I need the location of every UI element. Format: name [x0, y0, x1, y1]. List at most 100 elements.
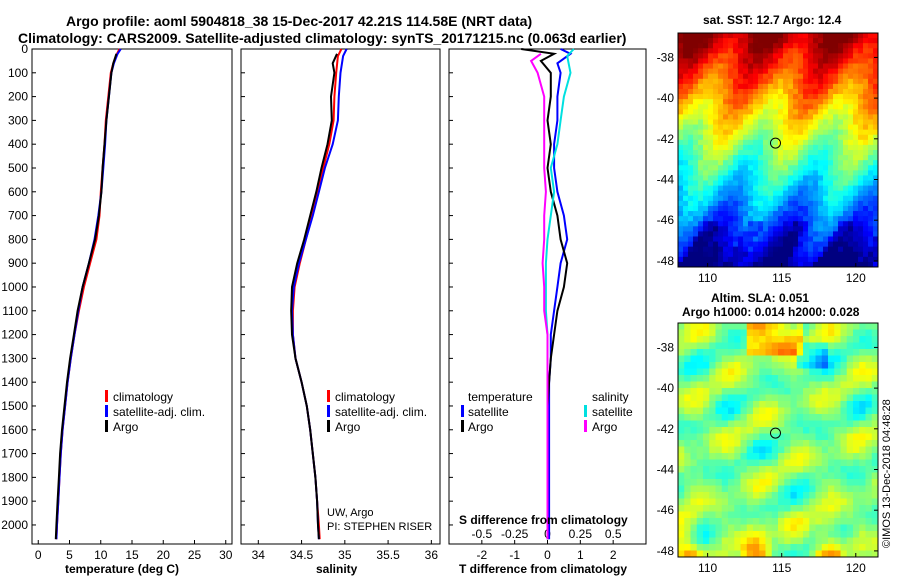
sst-cell [848, 104, 854, 110]
sla-cell [828, 505, 835, 512]
sla-cell [696, 401, 704, 408]
temperature-axis-label: temperature (deg C) [65, 562, 179, 576]
sst-cell [803, 205, 809, 212]
legend-title-salinity: salinity [592, 390, 629, 404]
sst-cell [763, 216, 769, 222]
sst-cell [693, 109, 699, 115]
sla-cell [765, 362, 773, 369]
sst-cell [698, 246, 704, 253]
sla-cell [803, 401, 810, 408]
sst-cell [713, 129, 719, 136]
sst-cell [688, 99, 694, 105]
sst-cell [718, 114, 724, 120]
sla-cell [703, 420, 710, 428]
sst-cell [783, 53, 789, 59]
sst-cell [678, 216, 684, 222]
sst-cell [678, 211, 684, 217]
sla-cell [765, 427, 773, 434]
sla-cell [859, 511, 866, 519]
sla-cell [871, 349, 879, 356]
sst-cell [688, 246, 694, 253]
sst-cell [788, 205, 794, 212]
sst-cell [838, 48, 844, 54]
sla-cell [865, 342, 873, 350]
sla-cell [840, 323, 848, 330]
sla-cell [840, 550, 848, 558]
sst-cell [713, 205, 719, 212]
sla-cell [803, 349, 810, 356]
sst-cell [688, 63, 694, 70]
sst-cell [688, 160, 694, 166]
sla-cell [846, 323, 854, 330]
sst-cell [838, 241, 844, 248]
sla-cell [690, 414, 698, 421]
sst-cell [813, 119, 819, 125]
sst-cell [798, 216, 804, 222]
sst-cell [728, 221, 734, 227]
sst-cell [863, 195, 869, 202]
sla-map-title: Altim. SLA: 0.051 [711, 291, 809, 305]
sst-cell [828, 155, 834, 161]
sla-cell [709, 323, 716, 330]
sla-cell [815, 329, 823, 337]
sst-cell [763, 48, 769, 54]
sst-cell [708, 195, 714, 202]
sst-cell [838, 200, 844, 207]
sst-latitude-tick-labels: -38-40-42-44-46-48 [657, 50, 878, 268]
sla-cell [703, 511, 710, 519]
sla-cell [684, 498, 691, 506]
sla-cell [746, 440, 754, 447]
sst-cell [743, 48, 749, 54]
sst-cell [818, 175, 824, 181]
sst-cell [753, 221, 759, 227]
sst-cell [873, 129, 879, 136]
sla-cell [746, 446, 754, 454]
sst-cell [758, 221, 764, 227]
sla-cell [828, 550, 835, 558]
sla-cell [709, 485, 716, 493]
sst-cell [808, 155, 814, 161]
sst-cell [778, 129, 784, 136]
sst-cell [683, 83, 689, 90]
sst-cell [848, 109, 854, 115]
sla-cell [821, 550, 829, 558]
sst-cell [693, 94, 699, 100]
sla-cell [728, 472, 735, 480]
sla-cell [853, 544, 860, 551]
legend-label-s-satellite: satellite [592, 405, 633, 419]
sst-cell [683, 134, 689, 141]
sst-cell [853, 48, 859, 54]
sst-cell [703, 261, 709, 268]
sst-cell [788, 216, 794, 222]
sst-cell [818, 129, 824, 136]
sla-cell [790, 420, 798, 428]
sst-cell [823, 160, 829, 166]
sla-cell [690, 518, 698, 525]
sst-cell [703, 205, 709, 212]
sla-cell [809, 550, 816, 558]
sla-latitude-tick-labels: -38-40-42-44-46-48 [657, 340, 878, 558]
sla-cell [784, 336, 791, 343]
sst-cell [783, 180, 789, 187]
sst-cell [808, 104, 814, 110]
sst-cell [788, 226, 794, 232]
sst-cell [788, 211, 794, 217]
sla-cell [778, 531, 785, 538]
sla-cell [809, 544, 816, 551]
y-tick-label: 700 [8, 209, 28, 223]
sst-cell [838, 150, 844, 156]
sla-cell [828, 427, 835, 434]
sla-cell [765, 323, 773, 330]
sla-cell [684, 427, 691, 434]
sst-cell [738, 251, 744, 258]
sla-cell [790, 446, 798, 454]
sst-cell [853, 94, 859, 100]
sla-cell [753, 323, 760, 330]
sla-cell [703, 537, 710, 545]
sla-cell [784, 342, 791, 350]
sst-cell [733, 160, 739, 166]
sst-cell [723, 226, 729, 232]
sst-cell [683, 68, 689, 75]
sst-cell [798, 33, 804, 39]
sst-cell [753, 185, 759, 192]
